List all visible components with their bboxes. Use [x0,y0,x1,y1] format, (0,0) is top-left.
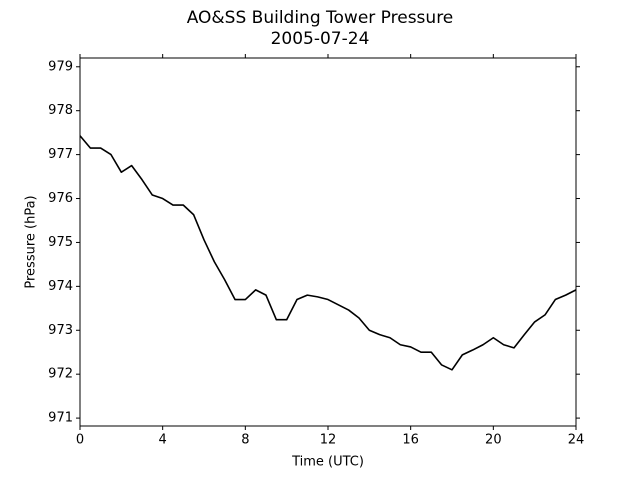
chart-subtitle: 2005-07-24 [271,29,370,49]
plot-frame [79,57,577,427]
x-tick-label: 20 [485,433,502,448]
y-tick-label: 972 [48,367,73,382]
y-tick-label: 975 [48,235,73,250]
x-axis-label: Time (UTC) [291,455,364,470]
y-tick-label: 974 [48,279,73,294]
line-series [79,135,577,371]
y-tick-label: 979 [48,59,73,74]
y-tick-label: 971 [48,411,73,426]
x-tick-label: 16 [402,433,419,448]
x-tick-label: 8 [241,433,249,448]
x-tick-label: 4 [159,433,167,448]
y-tick-label: 976 [48,191,73,206]
y-tick-label: 977 [48,147,73,162]
x-tick-label: 24 [568,433,585,448]
y-axis-label: Pressure (hPa) [24,195,39,288]
x-tick-label: 12 [320,433,337,448]
y-tick-label: 978 [48,103,73,118]
y-tick-label: 973 [48,323,73,338]
x-tick-label: 0 [76,433,84,448]
chart-title: AO&SS Building Tower Pressure [187,8,454,28]
